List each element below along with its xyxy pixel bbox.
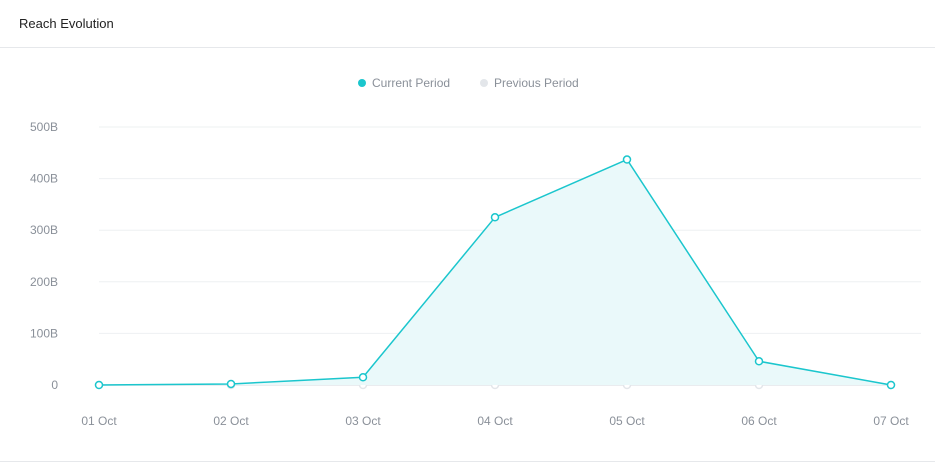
y-tick-label: 300B — [30, 223, 58, 237]
current-period-point[interactable] — [754, 357, 764, 366]
y-tick-label: 400B — [30, 172, 58, 186]
current-period-area — [99, 159, 891, 385]
legend[interactable]: Current Period Previous Period — [358, 76, 579, 90]
legend-label: Current Period — [372, 76, 450, 90]
current-period-point[interactable] — [622, 155, 632, 164]
legend-label: Previous Period — [494, 76, 579, 90]
card-title: Reach Evolution — [19, 16, 114, 31]
x-tick-label: 07 Oct — [873, 414, 909, 428]
current-period-point[interactable] — [358, 373, 368, 382]
legend-marker — [358, 79, 366, 87]
x-tick-label: 06 Oct — [741, 414, 777, 428]
legend-marker — [480, 79, 488, 87]
current-period-point[interactable] — [226, 379, 236, 389]
x-tick-label: 02 Oct — [213, 414, 249, 428]
y-tick-label: 0 — [51, 378, 58, 392]
x-tick-label: 01 Oct — [81, 414, 117, 428]
x-tick-label: 05 Oct — [609, 414, 645, 428]
series-layer — [94, 155, 896, 390]
y-tick-label: 500B — [30, 120, 58, 134]
x-axis: 01 Oct 02 Oct 03 Oct 04 Oct 05 Oct 06 Oct 07 O… — [81, 414, 909, 428]
card-header: Reach Evolution — [0, 0, 935, 48]
current-period-point[interactable] — [490, 213, 500, 222]
legend-item-current-period[interactable]: Current Period — [358, 76, 450, 90]
x-tick-label: 03 Oct — [345, 414, 381, 428]
y-axis: 0 100B 200B 300B 400B 500B — [30, 120, 58, 392]
current-period-point[interactable] — [94, 380, 104, 390]
y-tick-label: 200B — [30, 275, 58, 289]
y-tick-label: 100B — [30, 326, 58, 340]
x-tick-label: 04 Oct — [477, 414, 513, 428]
legend-item-previous-period[interactable]: Previous Period — [480, 76, 579, 90]
current-period-point[interactable] — [886, 380, 896, 390]
